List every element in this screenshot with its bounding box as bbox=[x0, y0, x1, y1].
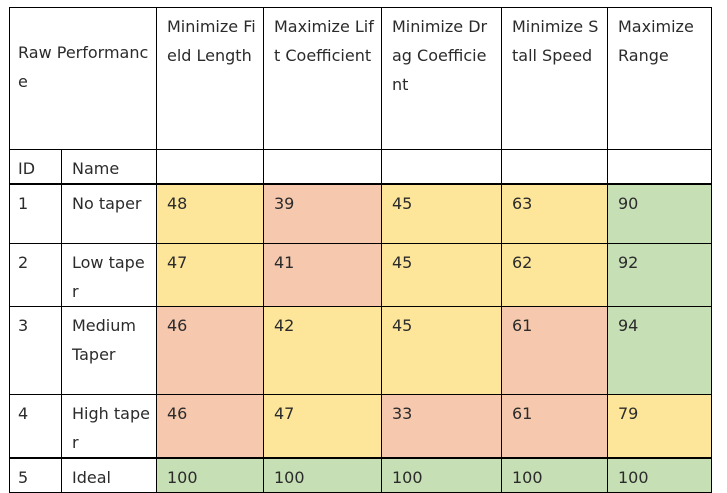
table-row: 2 Low taper 47 41 45 62 92 bbox=[9, 243, 712, 307]
value-cell: 79 bbox=[607, 394, 712, 459]
subheader-empty-cell bbox=[381, 149, 502, 185]
row-name: No taper bbox=[61, 183, 157, 244]
header-minimize-drag-coefficient: Minimize Drag Coefficient bbox=[381, 7, 502, 150]
row-id: 3 bbox=[9, 306, 62, 395]
value-cell: 47 bbox=[156, 243, 264, 307]
value-cell: 100 bbox=[381, 457, 502, 493]
table-row: 1 No taper 48 39 45 63 90 bbox=[9, 183, 712, 244]
subheader-empty-cell bbox=[156, 149, 264, 185]
id-header: ID bbox=[9, 149, 62, 185]
header-minimize-field-length: Minimize Field Length bbox=[156, 7, 264, 150]
value-cell: 62 bbox=[501, 243, 608, 307]
row-name: Low taper bbox=[61, 243, 157, 307]
value-cell: 94 bbox=[607, 306, 712, 395]
value-cell: 100 bbox=[607, 457, 712, 493]
row-id: 5 bbox=[9, 457, 62, 493]
subheader-empty-cell bbox=[263, 149, 382, 185]
value-cell: 46 bbox=[156, 306, 264, 395]
value-cell: 45 bbox=[381, 306, 502, 395]
value-cell: 100 bbox=[156, 457, 264, 493]
value-cell: 92 bbox=[607, 243, 712, 307]
header-row: Raw Performance Minimize Field Length Ma… bbox=[9, 7, 712, 150]
value-cell: 100 bbox=[263, 457, 382, 493]
value-cell: 47 bbox=[263, 394, 382, 459]
row-name: High taper bbox=[61, 394, 157, 459]
value-cell: 61 bbox=[501, 306, 608, 395]
table-row: 3 Medium Taper 46 42 45 61 94 bbox=[9, 306, 712, 395]
name-header: Name bbox=[61, 149, 157, 185]
value-cell: 45 bbox=[381, 243, 502, 307]
row-id: 1 bbox=[9, 183, 62, 244]
value-cell: 63 bbox=[501, 183, 608, 244]
value-cell: 39 bbox=[263, 183, 382, 244]
performance-table: Raw Performance Minimize Field Length Ma… bbox=[9, 7, 712, 493]
subheader-row: ID Name bbox=[9, 149, 712, 185]
row-name: Ideal bbox=[61, 457, 157, 493]
header-minimize-stall-speed: Minimize Stall Speed bbox=[501, 7, 608, 150]
value-cell: 41 bbox=[263, 243, 382, 307]
header-maximize-lift-coefficient: Maximize Lift Coefficient bbox=[263, 7, 382, 150]
row-id: 4 bbox=[9, 394, 62, 459]
value-cell: 48 bbox=[156, 183, 264, 244]
value-cell: 100 bbox=[501, 457, 608, 493]
table-row: 5 Ideal 100 100 100 100 100 bbox=[9, 457, 712, 493]
raw-performance-header: Raw Performance bbox=[9, 7, 157, 150]
value-cell: 33 bbox=[381, 394, 502, 459]
table-row: 4 High taper 46 47 33 61 79 bbox=[9, 394, 712, 459]
header-maximize-range: Maximize Range bbox=[607, 7, 712, 150]
value-cell: 45 bbox=[381, 183, 502, 244]
value-cell: 42 bbox=[263, 306, 382, 395]
row-id: 2 bbox=[9, 243, 62, 307]
value-cell: 90 bbox=[607, 183, 712, 244]
subheader-empty-cell bbox=[607, 149, 712, 185]
value-cell: 46 bbox=[156, 394, 264, 459]
row-name: Medium Taper bbox=[61, 306, 157, 395]
subheader-empty-cell bbox=[501, 149, 608, 185]
value-cell: 61 bbox=[501, 394, 608, 459]
